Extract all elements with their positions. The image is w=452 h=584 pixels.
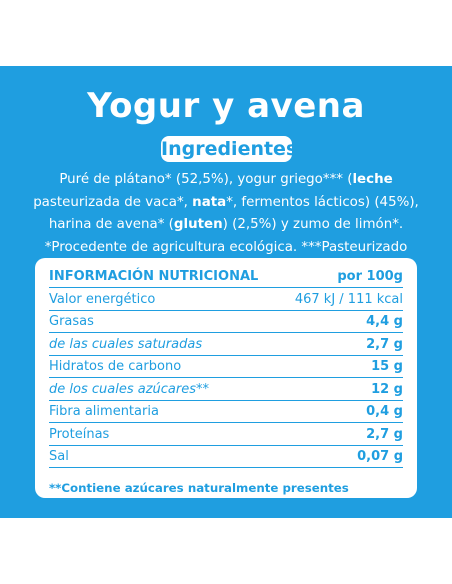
nutrition-row: Proteínas 2,7 g: [49, 423, 403, 446]
nutrition-header-row: INFORMACIÓN NUTRICIONAL por 100g: [49, 267, 403, 288]
nutrient-label: Fibra alimentaria: [49, 404, 159, 419]
nutrition-row: Grasas 4,4 g: [49, 311, 403, 333]
allergen-text: leche: [352, 172, 393, 187]
nutrient-value: 0,4 g: [366, 404, 403, 419]
nutrition-table-body: INFORMACIÓN NUTRICIONAL por 100g Valor e…: [49, 267, 403, 496]
nutrition-header-value: por 100g: [337, 269, 403, 284]
nutrient-label: Sal: [49, 449, 69, 464]
nutrient-value: 467 kJ / 111 kcal: [294, 291, 403, 307]
nutrition-row: de las cuales saturadas 2,7 g: [49, 333, 403, 356]
nutrient-value: 12 g: [371, 381, 403, 397]
allergen-text: nata: [192, 194, 227, 210]
ingredients-fragment: pasteurizada de vaca*,: [33, 194, 193, 210]
nutrient-value: 2,7 g: [366, 336, 403, 352]
nutrient-value: 4,4 g: [366, 314, 403, 329]
nutrition-table: INFORMACIÓN NUTRICIONAL por 100g Valor e…: [35, 258, 417, 498]
nutrition-footnote: **Contiene azúcares naturalmente present…: [49, 481, 349, 495]
nutrition-row: Sal 0,07 g: [49, 446, 403, 468]
nutrition-rows: Valor energético 467 kJ / 111 kcal Grasas 4…: [49, 288, 403, 468]
nutrient-label: de los cuales azúcares**: [49, 381, 209, 397]
nutrient-value: 2,7 g: [366, 426, 403, 442]
nutrient-label: Hidratos de carbono: [49, 359, 182, 374]
nutrition-row: Fibra alimentaria 0,4 g: [49, 401, 403, 423]
nutrition-row: Valor energético 467 kJ / 111 kcal: [49, 288, 403, 311]
nutrition-row: de los cuales azúcares** 12 g: [49, 378, 403, 401]
product-title: Yogur y avena: [87, 86, 365, 126]
nutrient-label: Valor energético: [49, 291, 156, 307]
ingredients-fragment: Puré de plátano* (52,5%), yogur griego**…: [59, 172, 353, 187]
nutrient-label: Proteínas: [49, 426, 110, 442]
nutrient-value: 0,07 g: [357, 449, 403, 464]
nutrition-header-label: INFORMACIÓN NUTRICIONAL: [49, 269, 259, 284]
nutrient-label: Grasas: [49, 314, 94, 329]
nutrition-row: Hidratos de carbono 15 g: [49, 356, 403, 378]
allergen-text: gluten: [173, 217, 223, 232]
ingredients-text: Puré de plátano* (52,5%), yogur griego**…: [16, 169, 436, 282]
nutrient-label: de las cuales saturadas: [49, 336, 203, 352]
ingredients-heading: Ingredientes: [161, 136, 298, 162]
nutrient-value: 15 g: [371, 359, 403, 374]
ingredients-fragment: *, fermentos lácticos) (45%), harina de …: [48, 194, 419, 233]
